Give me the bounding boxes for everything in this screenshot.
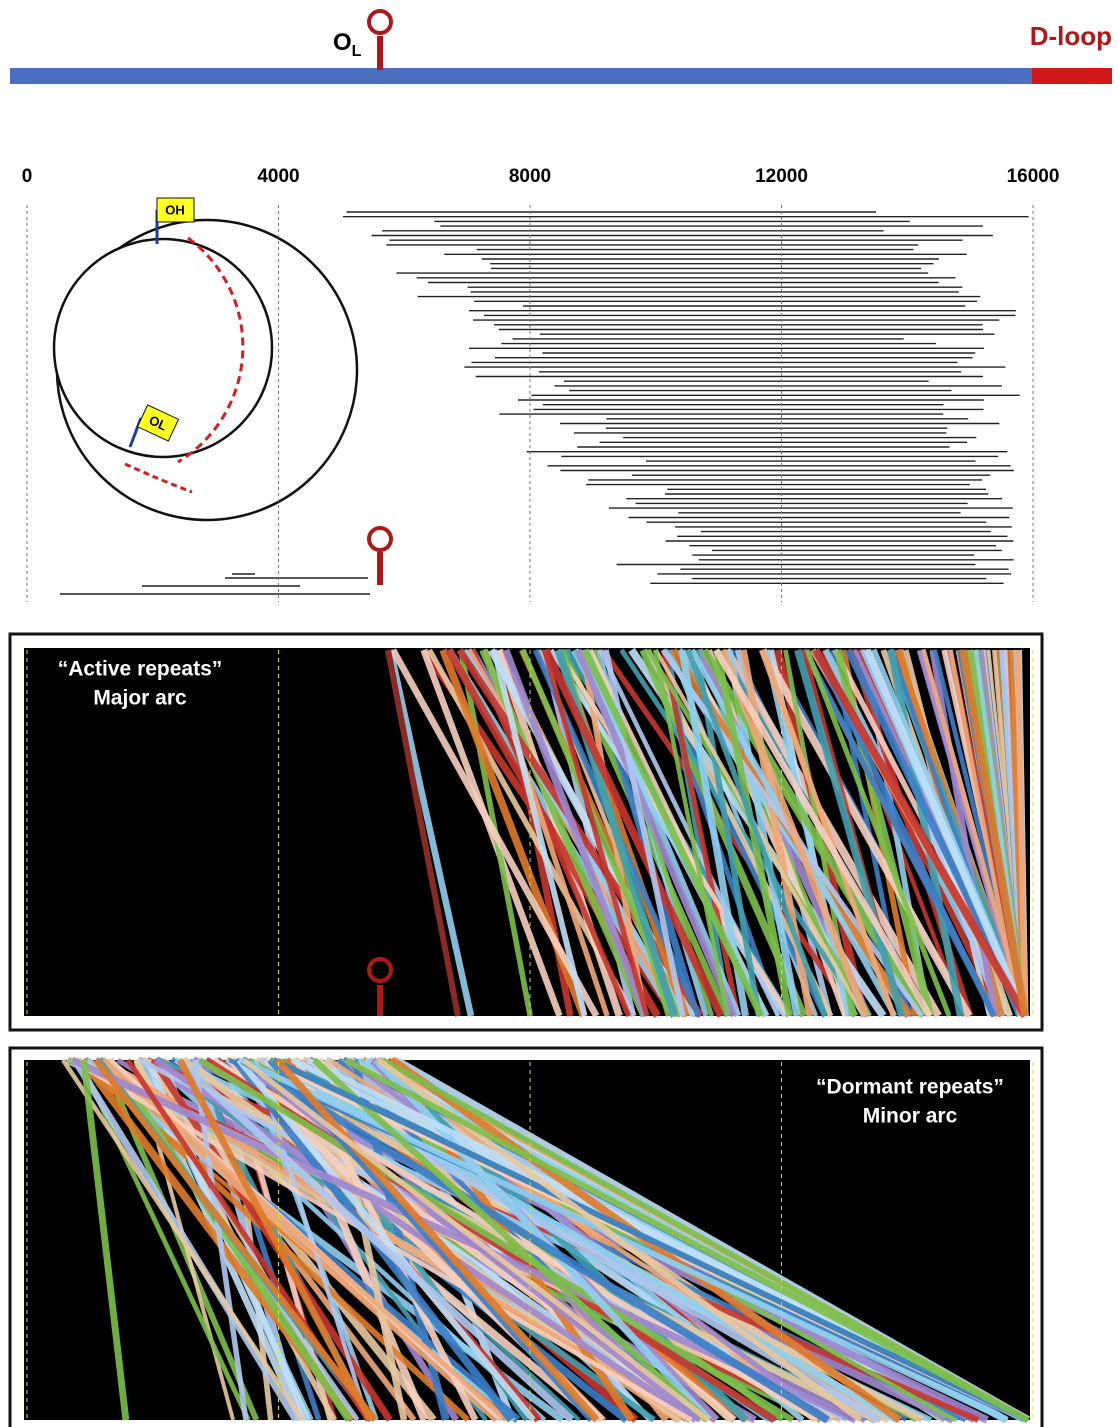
repeat-line: [581, 648, 765, 1018]
ol-flag-label: OL: [147, 412, 170, 433]
tick-label: 8000: [509, 166, 551, 187]
repeat-line: [344, 1057, 1030, 1423]
repeat-line: [236, 1058, 536, 1422]
ol-subscript: L: [352, 43, 362, 60]
repeat-line: [794, 649, 906, 1017]
active-lines: [385, 647, 1029, 1019]
panel-subtitle: Minor arc: [863, 1105, 958, 1128]
repeat-line: [495, 648, 623, 1018]
repeat-line: [61, 1058, 305, 1422]
repeat-line: [106, 1057, 353, 1423]
repeat-line: [198, 1057, 795, 1423]
repeat-line: [253, 1059, 370, 1421]
ol-loop: [367, 9, 393, 35]
panel-title: “Active repeats”: [58, 658, 223, 681]
replication-arc: [177, 236, 245, 464]
repeat-line: [80, 1059, 130, 1421]
tick-label: 12000: [755, 166, 808, 187]
repeat-line: [685, 649, 828, 1017]
repeat-line: [385, 649, 461, 1017]
repeat-line: [812, 648, 1029, 1018]
repeat-line: [619, 648, 867, 1018]
repeat-line: [887, 649, 965, 1017]
repeat-line: [761, 649, 896, 1017]
repeat-line: [1014, 649, 1028, 1017]
oh-label: OH: [165, 202, 185, 217]
repeat-line: [387, 649, 475, 1017]
repeat-line: [93, 1058, 378, 1422]
repeat-line: [804, 649, 952, 1017]
repeat-line: [713, 649, 793, 1017]
repeat-line: [929, 649, 999, 1017]
dloop-bar: [1032, 68, 1112, 84]
panel-title: “Dormant repeats”: [816, 1076, 1004, 1099]
repeat-line: [502, 648, 650, 1018]
repeat-line: [175, 1057, 575, 1423]
repeat-line: [713, 648, 933, 1018]
repeat-line: [959, 649, 1029, 1017]
repeat-line: [491, 649, 588, 1017]
ol-flag: [136, 404, 180, 442]
repeat-line: [241, 1057, 710, 1423]
repeat-line: [390, 648, 600, 1018]
repeat-line: [719, 648, 870, 1018]
inset: OH OL: [52, 197, 359, 522]
tick-label: 16000: [1007, 166, 1060, 187]
ol-flag-group: OL: [136, 404, 180, 442]
deletion-segments: [60, 211, 1029, 595]
repeat-line: [456, 648, 704, 1018]
repeat-line: [581, 648, 742, 1018]
tick-label: 0: [22, 166, 33, 187]
oh-flag: [156, 197, 195, 223]
panel-subtitle: Major arc: [93, 687, 187, 710]
repeat-line: [240, 1056, 830, 1424]
repeat-line: [176, 1058, 374, 1422]
repeat-line: [660, 649, 741, 1017]
repeat-line: [274, 1057, 600, 1423]
dormant-lines: [61, 1056, 1030, 1424]
repeat-line: [574, 648, 738, 1018]
tick-label: 4000: [257, 166, 299, 187]
repeat-line: [541, 649, 650, 1017]
axis: 0 4000 8000 12000 16000: [22, 166, 1060, 1418]
ol-letter: O: [333, 29, 352, 56]
ol-label: OL: [333, 29, 362, 60]
repeat-line: [95, 1057, 499, 1423]
repeat-line: [813, 648, 997, 1018]
repeat-line: [864, 648, 1029, 1018]
inner-ring: [52, 237, 274, 459]
ol-marker: [367, 526, 393, 552]
repeat-line: [948, 649, 1022, 1017]
panel-ol-marker: [367, 957, 393, 983]
repeat-line: [542, 648, 725, 1018]
repeat-line: [603, 649, 686, 1017]
dloop-label: D-loop: [1030, 21, 1112, 51]
repeat-line: [311, 1057, 709, 1423]
repeat-line: [652, 649, 730, 1017]
genome-bar: [10, 68, 1032, 84]
repeat-line: [272, 1057, 1030, 1423]
